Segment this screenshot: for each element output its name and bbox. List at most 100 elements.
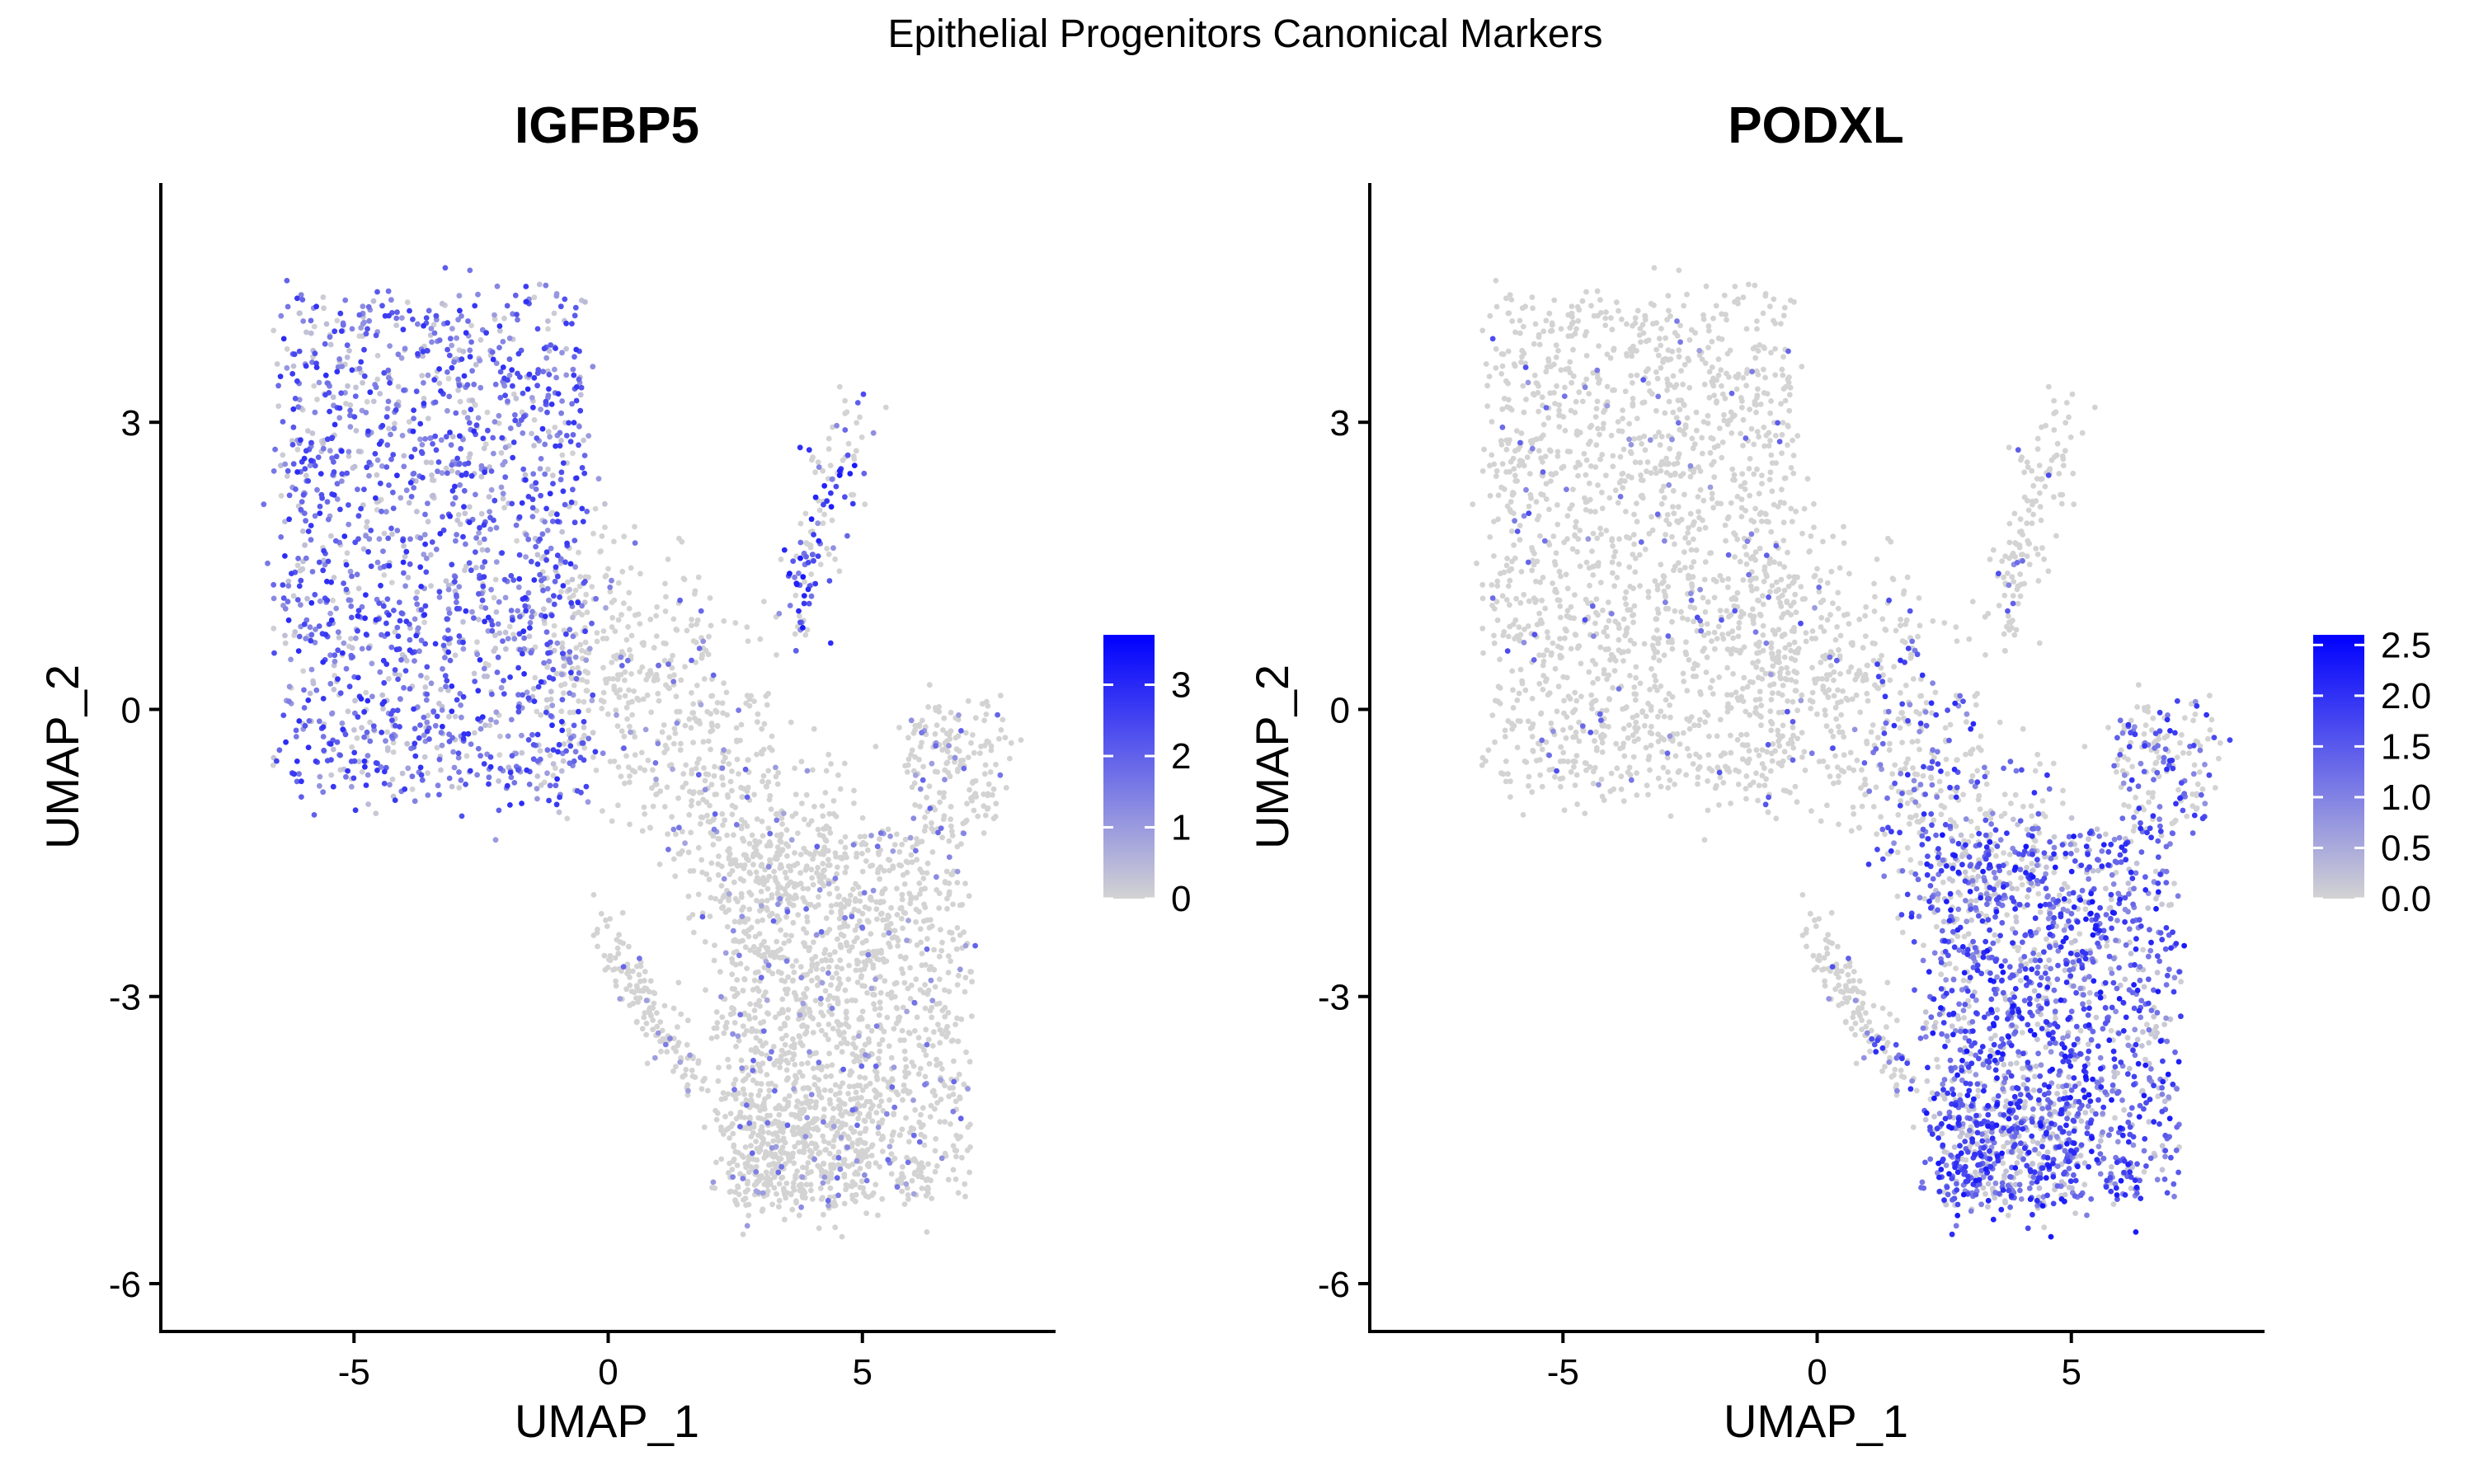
- cell-point: [783, 841, 789, 848]
- cell-point: [808, 818, 815, 824]
- cell-point: [615, 580, 622, 586]
- cell-point: [526, 782, 533, 787]
- cell-point: [644, 1060, 651, 1067]
- cell-point: [352, 393, 359, 399]
- cell-point: [805, 1060, 811, 1066]
- cell-point: [714, 1020, 721, 1026]
- cell-point: [432, 399, 439, 406]
- cell-point: [455, 512, 462, 518]
- cell-point: [722, 817, 728, 824]
- cell-point: [725, 1056, 731, 1063]
- cell-point: [981, 830, 987, 836]
- cell-point: [877, 999, 883, 1006]
- cell-point: [867, 1080, 873, 1087]
- cell-point: [703, 771, 709, 777]
- cell-point: [465, 730, 472, 737]
- cell-point: [696, 756, 702, 762]
- cell-point: [656, 662, 661, 669]
- cell-point: [316, 623, 322, 629]
- cell-point: [707, 913, 713, 919]
- cell-point: [571, 420, 577, 425]
- colorbar-gradient-bar: [1103, 635, 1155, 899]
- cell-point: [548, 613, 555, 618]
- cell-point: [939, 1031, 945, 1037]
- cell-point: [760, 1139, 767, 1145]
- cell-point: [900, 970, 906, 976]
- cell-point: [717, 898, 723, 904]
- cell-point: [1790, 437, 1796, 444]
- cell-point: [952, 1098, 959, 1105]
- cell-point: [858, 1153, 865, 1159]
- cell-point: [282, 640, 289, 646]
- cell-point: [369, 660, 375, 667]
- cell-point: [351, 727, 357, 733]
- cell-point: [321, 547, 327, 554]
- cell-point: [385, 535, 392, 542]
- cell-point: [359, 768, 365, 775]
- cell-point: [553, 345, 558, 351]
- cell-point: [767, 830, 774, 837]
- cell-point: [718, 993, 724, 1000]
- cell-point: [910, 1132, 917, 1139]
- cell-point: [525, 589, 532, 596]
- cell-point: [955, 1135, 962, 1142]
- cell-point: [805, 586, 811, 593]
- cell-point: [765, 1011, 771, 1017]
- cell-point: [901, 979, 908, 986]
- cell-point: [469, 608, 475, 615]
- cell-point: [734, 739, 740, 744]
- cell-point: [628, 565, 634, 571]
- cell-point: [917, 926, 924, 932]
- cell-point: [753, 842, 760, 848]
- cell-point: [592, 505, 599, 512]
- cell-point: [305, 478, 312, 484]
- cell-point: [876, 1012, 882, 1018]
- cell-point: [1756, 491, 1762, 497]
- cell-point: [481, 674, 487, 679]
- cell-point: [355, 674, 361, 681]
- cell-point: [302, 722, 308, 729]
- cell-point: [713, 1159, 719, 1166]
- cell-point: [791, 1045, 797, 1051]
- cell-point: [347, 407, 353, 414]
- cell-point: [510, 439, 517, 445]
- cell-point: [828, 903, 835, 909]
- cell-point: [680, 829, 685, 835]
- cell-point: [877, 1005, 883, 1012]
- cell-point: [939, 939, 945, 946]
- cell-point: [875, 1212, 881, 1219]
- cell-point: [769, 895, 775, 901]
- cell-point: [383, 464, 390, 470]
- cell-point: [861, 890, 868, 896]
- cell-point: [823, 1073, 829, 1080]
- cell-point: [434, 713, 440, 720]
- cell-point: [449, 342, 455, 349]
- cell-point: [482, 605, 489, 611]
- cell-point: [961, 830, 967, 837]
- cell-point: [442, 655, 448, 660]
- cell-point: [850, 1041, 856, 1047]
- cell-point: [670, 1068, 676, 1074]
- cell-point: [799, 801, 805, 806]
- cell-point: [515, 317, 520, 323]
- cell-point: [853, 967, 859, 974]
- cell-point: [727, 851, 733, 857]
- cell-point: [551, 601, 557, 608]
- cell-point: [884, 923, 890, 928]
- cell-point: [752, 838, 758, 844]
- cell-point: [854, 420, 860, 426]
- cell-point: [570, 486, 576, 493]
- cell-point: [566, 656, 572, 663]
- cell-point: [350, 775, 357, 782]
- cell-point: [1667, 813, 1674, 819]
- cell-point: [520, 650, 525, 657]
- cell-point: [816, 1059, 822, 1066]
- cell-point: [778, 946, 783, 952]
- cell-point: [791, 1160, 797, 1167]
- cell-point: [496, 599, 502, 605]
- cell-point: [711, 957, 717, 964]
- cell-point: [699, 869, 705, 876]
- cell-point: [740, 835, 745, 842]
- cell-point: [299, 499, 305, 505]
- cell-point: [460, 646, 467, 652]
